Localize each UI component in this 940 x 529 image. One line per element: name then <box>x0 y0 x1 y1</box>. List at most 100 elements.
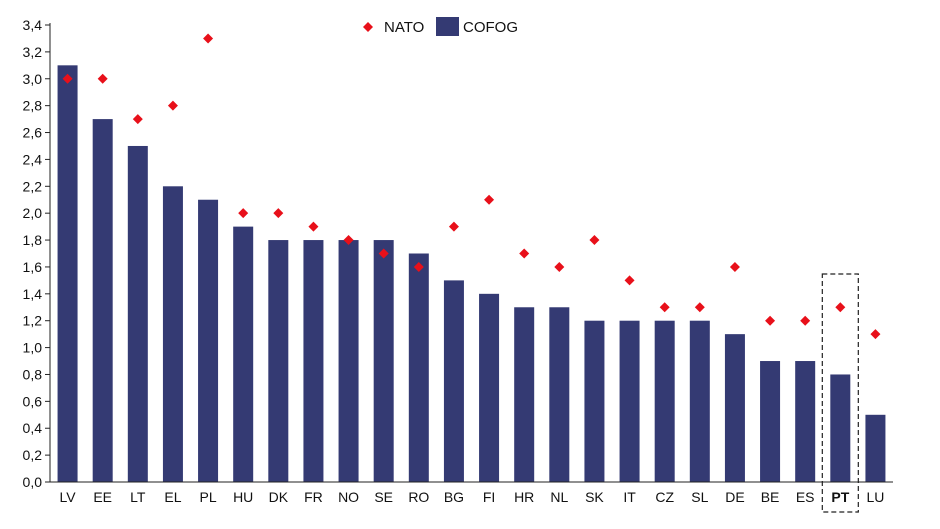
x-tick-label-bg: BG <box>444 489 464 505</box>
x-tick-label-be: BE <box>761 489 780 505</box>
x-axis: LV EE LT EL PL HU DK FR NO SE RO BG FI HR NL SK IT CZ SL DE… <box>50 481 893 505</box>
y-axis: 0,0 0,2 0,4 0,6 0,8 1,0 1,2 1,4 1,6 1,8 2,0 2,2 2,4 2… <box>23 17 51 490</box>
nato-marker-hr <box>519 248 530 259</box>
x-tick-label-pl: PL <box>200 489 217 505</box>
x-tick-label-lv: LV <box>60 489 77 505</box>
x-tick-label-lu: LU <box>866 489 884 505</box>
x-tick-label-sk: SK <box>585 489 604 505</box>
y-tick-label: 1,8 <box>23 232 43 248</box>
x-tick-label-ee: EE <box>93 489 112 505</box>
x-tick-label-fr: FR <box>304 489 323 505</box>
bar-dk <box>268 240 289 482</box>
y-tick-label: 0,2 <box>23 447 43 463</box>
bar-cz <box>654 320 675 482</box>
nato-marker-cz <box>659 302 670 313</box>
bar-nl <box>549 307 570 482</box>
y-tick-label: 3,4 <box>23 17 43 33</box>
y-tick-label: 1,4 <box>23 286 43 302</box>
legend-nato-diamond-icon <box>363 22 373 32</box>
x-tick-label-no: NO <box>338 489 359 505</box>
cofog-bars <box>57 65 886 483</box>
bar-lt <box>127 145 148 482</box>
x-tick-label-fi: FI <box>483 489 495 505</box>
nato-marker-pl <box>203 33 214 44</box>
nato-marker-no <box>343 235 354 246</box>
nato-marker-sk <box>589 235 600 246</box>
nato-marker-be <box>765 315 776 326</box>
x-tick-label-de: DE <box>725 489 744 505</box>
bar-sk <box>584 320 605 482</box>
y-tick-label: 0,4 <box>23 420 43 436</box>
nato-marker-lv <box>62 73 73 84</box>
bar-bg <box>443 280 464 482</box>
bar-se <box>373 240 394 482</box>
bar-lv <box>57 65 78 482</box>
bar-hu <box>233 226 254 482</box>
bar-lu <box>865 414 886 482</box>
nato-marker-ee <box>97 73 108 84</box>
nato-markers <box>62 33 881 340</box>
y-tick-label: 2,6 <box>23 125 43 141</box>
x-tick-label-ro: RO <box>408 489 429 505</box>
y-tick-label: 1,0 <box>23 340 43 356</box>
x-tick-label-el: EL <box>164 489 181 505</box>
bar-ee <box>92 119 113 483</box>
y-tick-label: 2,2 <box>23 178 43 194</box>
bar-hr <box>514 307 535 482</box>
nato-marker-lt <box>132 114 143 125</box>
bar-sl <box>689 320 710 482</box>
y-tick-label: 0,8 <box>23 366 43 382</box>
nato-marker-hu <box>238 208 249 219</box>
nato-marker-fr <box>308 221 319 232</box>
nato-marker-it <box>624 275 635 286</box>
x-tick-label-hu: HU <box>233 489 253 505</box>
legend: NATO COFOG <box>363 17 518 36</box>
x-tick-label-hr: HR <box>514 489 534 505</box>
y-tick-label: 1,2 <box>23 313 43 329</box>
y-tick-label: 0,0 <box>23 474 43 490</box>
nato-marker-pt <box>835 302 846 313</box>
nato-marker-nl <box>554 261 565 272</box>
x-tick-label-cz: CZ <box>655 489 674 505</box>
legend-nato-label: NATO <box>384 19 424 36</box>
bar-fr <box>303 240 324 482</box>
y-tick-label: 0,6 <box>23 393 43 409</box>
nato-marker-de <box>729 261 740 272</box>
bar-de <box>724 334 745 482</box>
bar-pl <box>198 199 219 482</box>
highlight-box <box>821 273 859 513</box>
bar-it <box>619 320 640 482</box>
x-tick-label-pt: PT <box>831 489 849 505</box>
nato-marker-dk <box>273 208 284 219</box>
y-tick-label: 1,6 <box>23 259 43 275</box>
legend-cofog-label: COFOG <box>463 19 518 36</box>
y-tick-label: 2,0 <box>23 205 43 221</box>
x-tick-label-dk: DK <box>269 489 289 505</box>
bar-be <box>760 361 781 482</box>
bar-pt <box>830 374 851 482</box>
legend-cofog-square-icon <box>436 17 459 36</box>
nato-marker-el <box>167 100 178 111</box>
nato-marker-se <box>378 248 389 259</box>
bar-no <box>338 240 359 482</box>
nato-marker-bg <box>448 221 459 232</box>
nato-marker-sl <box>694 302 705 313</box>
y-tick-label: 3,0 <box>23 71 43 87</box>
x-tick-label-it: IT <box>623 489 636 505</box>
bar-es <box>795 361 816 482</box>
y-tick-label: 3,2 <box>23 44 43 60</box>
x-tick-label-lt: LT <box>130 489 146 505</box>
bar-ro <box>408 253 429 482</box>
nato-marker-ro <box>413 261 424 272</box>
nato-marker-es <box>800 315 811 326</box>
x-tick-label-se: SE <box>374 489 393 505</box>
y-tick-label: 2,4 <box>23 151 43 167</box>
bar-fi <box>479 293 500 482</box>
y-tick-label: 2,8 <box>23 98 43 114</box>
nato-marker-fi <box>484 194 495 205</box>
x-tick-label-nl: NL <box>550 489 568 505</box>
x-tick-label-es: ES <box>796 489 815 505</box>
bar-el <box>162 186 183 482</box>
